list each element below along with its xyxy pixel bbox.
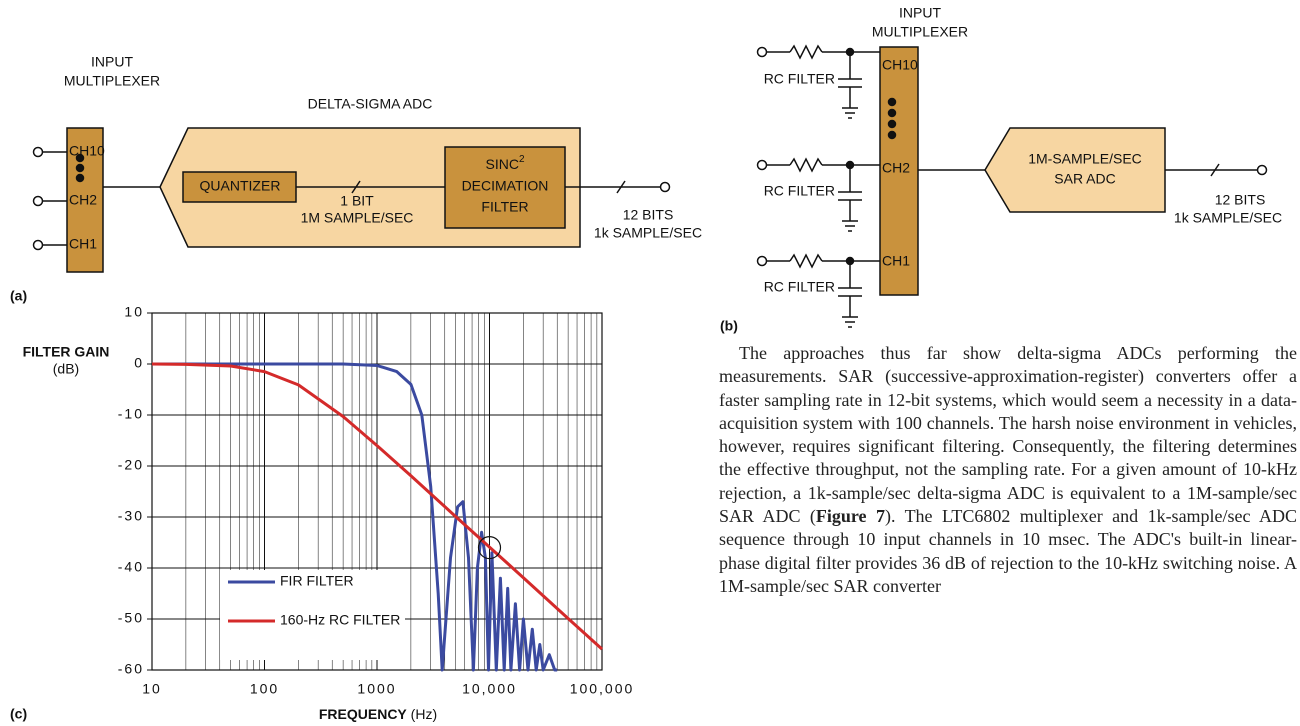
label: 2	[519, 154, 525, 165]
x-axis-title: FREQUENCY	[319, 706, 408, 722]
y-tick-label: -10	[118, 406, 144, 422]
label: 1 BIT	[340, 193, 374, 209]
label: 1k SAMPLE/SEC	[1174, 210, 1282, 226]
series-line	[152, 362, 558, 672]
body-text: The approaches thus far show delta-sigma…	[719, 342, 1297, 726]
legend-label: FIR FILTER	[280, 573, 354, 589]
x-axis-unit: (Hz)	[411, 706, 437, 722]
diagram-a	[32, 127, 671, 273]
paragraph: The approaches thus far show delta-sigma…	[719, 343, 1297, 527]
label: 1M SAMPLE/SEC	[301, 210, 414, 226]
x-axis-title: FREQUENCY (Hz)	[319, 706, 437, 722]
plot: 10 100 1000 10,000 100,000100-10-20-30-40-50…	[118, 304, 635, 697]
y-axis-unit: (dB)	[53, 361, 79, 377]
label: 1k SAMPLE/SEC	[594, 225, 702, 241]
channel: CH2	[882, 160, 910, 176]
rc-input	[767, 253, 880, 328]
label: 1M-SAMPLE/SEC	[1028, 151, 1142, 167]
label: INPUT	[899, 5, 941, 21]
panel-label: (c)	[10, 706, 27, 722]
channel: CH2	[69, 192, 97, 208]
y-tick-label: -50	[118, 610, 144, 626]
x-tick-label: 1000	[357, 681, 396, 697]
label: RC FILTER	[764, 183, 835, 199]
label: MULTIPLEXER	[64, 73, 160, 89]
y-tick-label: 10	[124, 304, 144, 320]
channel: CH10	[69, 143, 105, 159]
series-line	[151, 362, 604, 651]
label: SAR ADC	[1054, 171, 1115, 187]
label: 12 BITS	[623, 207, 674, 223]
label: RC FILTER	[764, 279, 835, 295]
x-tick-label: 10,000	[462, 681, 517, 697]
label: 12 BITS	[1215, 192, 1266, 208]
panel-label: (a)	[10, 288, 27, 304]
y-axis-title: FILTER GAIN	[23, 344, 110, 360]
y-tick-label: -20	[118, 457, 144, 473]
label: FILTER	[481, 199, 528, 215]
y-tick-label: -40	[118, 559, 144, 575]
label: SINC	[485, 156, 518, 172]
channel: CH1	[882, 253, 910, 269]
diagram-b	[756, 44, 1268, 328]
label: INPUT	[91, 54, 133, 70]
channel: CH10	[882, 57, 918, 73]
label: MULTIPLEXER	[872, 24, 968, 40]
label: SINC2	[485, 154, 524, 172]
x-tick-label: 10	[142, 681, 162, 697]
panel-label: (b)	[720, 318, 738, 334]
x-tick-label: 100,000	[570, 681, 635, 697]
paragraph: ). The LTC6802 multiplexer and 1k-sample…	[719, 506, 1297, 596]
label: DECIMATION	[462, 178, 549, 194]
channel: CH1	[69, 236, 97, 252]
highlight-circle	[477, 535, 502, 560]
x-tick-label: 100	[250, 681, 279, 697]
y-tick-label: -60	[118, 661, 144, 677]
legend-label: 160-Hz RC FILTER	[280, 612, 400, 628]
figure-ref: Figure 7	[815, 506, 885, 527]
y-tick-label: 0	[134, 355, 144, 371]
label: QUANTIZER	[200, 178, 281, 194]
plot-frame	[151, 312, 603, 671]
label: RC FILTER	[764, 71, 835, 87]
y-tick-label: -30	[118, 508, 144, 524]
label: DELTA-SIGMA ADC	[308, 96, 433, 112]
legend	[220, 570, 405, 660]
